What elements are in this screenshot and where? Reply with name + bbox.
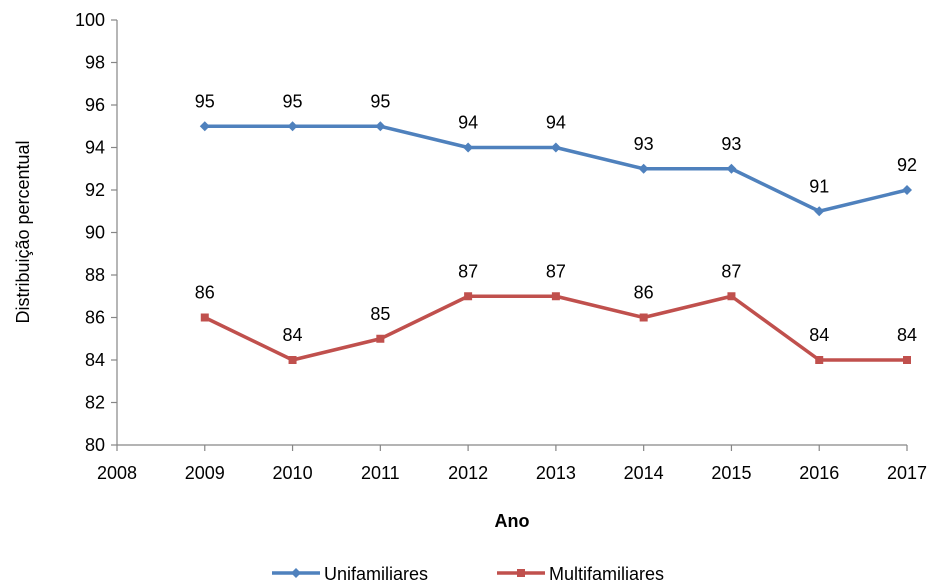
x-tick-label: 2016 xyxy=(799,463,839,483)
axes xyxy=(116,20,907,446)
data-label: 86 xyxy=(195,283,215,303)
data-point-square xyxy=(464,292,473,301)
legend-marker-square-icon xyxy=(517,569,525,577)
legend-label-multifamiliares: Multifamiliares xyxy=(549,564,664,583)
data-point-diamond xyxy=(638,163,649,174)
data-label: 93 xyxy=(721,134,741,154)
data-point-square xyxy=(288,356,297,364)
data-point-diamond xyxy=(726,163,737,174)
data-label: 91 xyxy=(809,176,829,196)
data-point-diamond xyxy=(902,185,912,195)
y-tick-label: 94 xyxy=(85,138,105,158)
data-point-diamond xyxy=(550,142,561,153)
x-tick-label: 2009 xyxy=(185,463,225,483)
data-point-square xyxy=(815,356,824,364)
y-tick-label: 100 xyxy=(75,10,105,30)
data-label: 95 xyxy=(283,91,303,111)
data-label: 92 xyxy=(897,155,917,175)
data-label: 95 xyxy=(195,91,215,111)
data-point-diamond xyxy=(814,206,825,217)
data-point-square xyxy=(727,292,736,301)
x-axis-title: Ano xyxy=(495,511,530,531)
y-tick-label: 96 xyxy=(85,95,105,115)
data-label: 95 xyxy=(370,91,390,111)
y-axis-title: Distribuição percentual xyxy=(13,140,33,323)
data-label: 93 xyxy=(634,134,654,154)
data-label: 87 xyxy=(721,261,741,281)
data-point-diamond xyxy=(463,142,474,153)
x-tick-label: 2012 xyxy=(448,463,488,483)
data-point-diamond xyxy=(199,121,210,132)
y-tick-label: 92 xyxy=(85,180,105,200)
x-tick-label: 2014 xyxy=(624,463,664,483)
data-point-square xyxy=(200,313,209,322)
x-tick-label: 2008 xyxy=(97,463,137,483)
data-point-square xyxy=(376,334,385,343)
legend-item-unifamiliares: Unifamiliares xyxy=(272,564,428,583)
x-tick-label: 2017 xyxy=(887,463,927,483)
x-tick-label: 2013 xyxy=(536,463,576,483)
y-tick-label: 82 xyxy=(85,393,105,413)
data-label: 87 xyxy=(546,261,566,281)
data-label: 84 xyxy=(897,325,917,345)
series-line-multifamiliares xyxy=(204,294,907,362)
y-tick-label: 80 xyxy=(85,435,105,455)
data-labels: 95 95 95 94 94 93 93 91 92 86 84 85 87 87 86 87 84 84 xyxy=(195,91,917,345)
data-point-diamond xyxy=(375,121,386,132)
y-ticks: 80 82 84 86 88 90 92 94 96 98 100 xyxy=(75,10,117,455)
legend-item-multifamiliares: Multifamiliares xyxy=(497,564,664,583)
data-label: 84 xyxy=(809,325,829,345)
data-label: 85 xyxy=(370,304,390,324)
data-point-diamond xyxy=(287,121,298,132)
x-tick-label: 2011 xyxy=(361,463,400,483)
x-tick-label: 2010 xyxy=(273,463,313,483)
legend: Unifamiliares Multifamiliares xyxy=(272,564,664,583)
legend-label-unifamiliares: Unifamiliares xyxy=(324,564,428,583)
x-ticks: 2008 2009 2010 2011 2012 2013 2014 2015 2016 2017 xyxy=(97,445,927,483)
data-point-square xyxy=(903,356,911,364)
data-point-square xyxy=(551,292,560,301)
series-layer xyxy=(199,121,912,364)
y-tick-label: 90 xyxy=(85,223,105,243)
y-tick-label: 88 xyxy=(85,265,105,285)
data-label: 94 xyxy=(458,113,478,133)
data-label: 86 xyxy=(634,283,654,303)
y-tick-label: 98 xyxy=(85,53,105,73)
y-tick-label: 84 xyxy=(85,350,105,370)
data-label: 84 xyxy=(283,325,303,345)
y-tick-label: 86 xyxy=(85,308,105,328)
x-tick-label: 2015 xyxy=(711,463,751,483)
series-line-unifamiliares xyxy=(204,124,908,213)
data-label: 87 xyxy=(458,261,478,281)
legend-marker-diamond-icon xyxy=(291,568,301,578)
data-point-square xyxy=(639,313,648,322)
data-label: 94 xyxy=(546,113,566,133)
